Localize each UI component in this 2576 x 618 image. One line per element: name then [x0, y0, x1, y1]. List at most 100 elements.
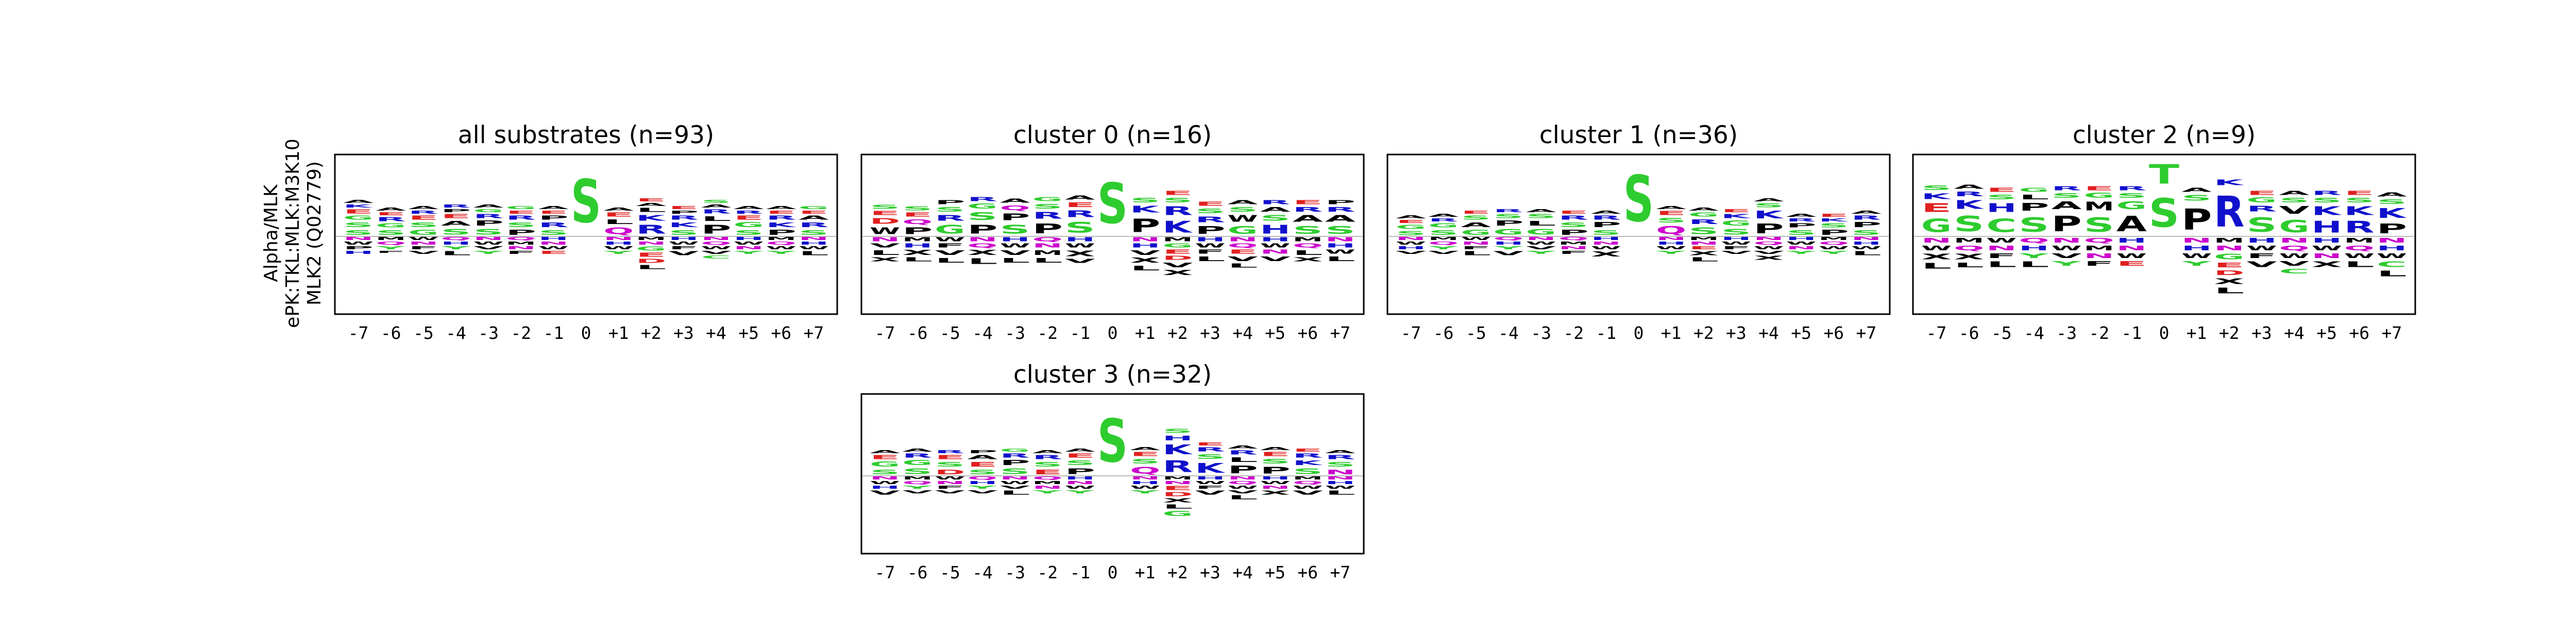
logo-letter-P: P: [506, 229, 536, 236]
x-tick-label: +6: [1297, 562, 1318, 582]
logo-letter-A: A: [2052, 199, 2082, 212]
logo-letter-S: S: [870, 204, 900, 210]
logo-letter-S: S: [967, 210, 997, 222]
logo-letter-M: M: [1819, 236, 1849, 241]
logo-letter-P: P: [1032, 221, 1063, 236]
logo-letter-R: R: [1032, 210, 1063, 221]
x-tick-label: -2: [1037, 323, 1058, 343]
logo-letter-W: W: [1065, 243, 1095, 249]
logo-letter-R: R: [506, 215, 536, 221]
x-tick-label: -1: [1596, 323, 1616, 343]
logo-letter-L: L: [1227, 263, 1258, 269]
x-tick-label: -3: [2056, 323, 2077, 343]
logo-letter-Y: Y: [2019, 252, 2049, 260]
x-tick-label: +1: [608, 323, 629, 343]
logo-letter-H: H: [1195, 236, 1225, 243]
logo-letter-E: E: [2116, 260, 2147, 267]
logo-letter-A: A: [1851, 210, 1882, 215]
logo-letter-W: W: [870, 226, 900, 237]
logo-letter-W: W: [1461, 236, 1491, 241]
logo-letter-N: N: [967, 236, 997, 243]
x-tick-label: 0: [581, 323, 591, 343]
logo-letter-S: S: [2149, 190, 2179, 236]
logo-letter-W: W: [1227, 214, 1258, 225]
logo-letter-H: H: [2019, 244, 2049, 252]
logo-letter-H: H: [1986, 201, 2016, 215]
logo-letter-R: R: [734, 210, 764, 215]
logo-letter-A: A: [538, 205, 569, 210]
logo-letter-A: A: [1130, 447, 1160, 451]
logo-letter-D: D: [1162, 491, 1193, 497]
x-tick-label: +3: [673, 323, 694, 343]
x-tick-label: -4: [972, 562, 993, 582]
logo-letter-S: S: [1921, 184, 1952, 192]
logo-letter-R: R: [2214, 187, 2244, 236]
logo-letter-N: N: [538, 241, 569, 246]
logo-letter-N: N: [1162, 480, 1193, 485]
x-tick-label: -4: [446, 323, 466, 343]
logo-letter-S: S: [1162, 428, 1193, 434]
logo-letter-Q: Q: [2084, 236, 2114, 244]
logo-letter-L: L: [935, 256, 965, 264]
logo-letter-L: L: [2377, 269, 2407, 278]
logo-letter-H: H: [2116, 236, 2147, 244]
logo-letter-X: X: [902, 249, 933, 256]
logo-letter-X: X: [1591, 250, 1621, 258]
logo-letter-S: S: [1032, 460, 1063, 468]
logo-panels: all substrates (n=93)-7SSGEKANWPH-6SGREA…: [334, 121, 2416, 582]
logo-letter-F: F: [935, 243, 965, 249]
logo-letter-Q: Q: [1954, 244, 1984, 252]
logo-letter-R: R: [538, 221, 569, 229]
logo-letter-P: P: [2019, 201, 2049, 213]
logo-letter-K: K: [2312, 204, 2342, 218]
logo-letter-N: N: [1921, 236, 1952, 244]
logo-letter-E: E: [1819, 213, 1849, 218]
logo-letter-S: S: [2246, 214, 2277, 236]
x-tick-label: -4: [2024, 323, 2044, 343]
logo-letter-E: E: [2214, 261, 2244, 269]
logo-letter-P: P: [1227, 464, 1258, 476]
logo-letter-M: M: [902, 236, 933, 243]
logo-letter-E: E: [603, 212, 634, 218]
x-tick-label: +7: [1330, 323, 1351, 343]
logo-letter-A: A: [734, 205, 764, 210]
logo-letter-R: R: [1260, 199, 1291, 205]
logo-letter-R: R: [1227, 450, 1258, 456]
logo-letter-R: R: [1162, 457, 1193, 476]
logo-letter-S: S: [935, 460, 965, 468]
logo-letter-Q: Q: [701, 241, 731, 246]
logo-letter-G: G: [1162, 243, 1193, 249]
logo-letter-P: P: [2181, 203, 2212, 237]
logo-letter-V: V: [1428, 250, 1459, 255]
logo-letter-E: E: [734, 215, 764, 221]
logo-letter-V: V: [1260, 255, 1291, 263]
x-tick-label: +1: [1135, 323, 1156, 343]
logo-letter-G: G: [1721, 219, 1751, 227]
logo-letter-W: W: [1195, 480, 1225, 485]
logo-letter-F: F: [1195, 485, 1225, 490]
logo-letter-N: N: [2116, 244, 2147, 252]
logo-letter-K: K: [1954, 198, 1984, 212]
logo-letter-M: M: [636, 236, 666, 241]
y-axis-label-line-2: ePK:TKL:MLK:M3K10: [282, 139, 303, 328]
logo-letter-R: R: [1325, 454, 1355, 460]
logo-letter-P: P: [1000, 212, 1030, 222]
logo-letter-S: S: [1000, 222, 1030, 236]
logo-letter-S: S: [967, 468, 997, 476]
logo-letter-V: V: [1000, 249, 1031, 256]
logo-letter-R: R: [1065, 209, 1095, 219]
logo-letter-S: S: [2312, 196, 2342, 204]
logo-letter-A: A: [870, 450, 900, 454]
logo-letter-N: N: [1130, 476, 1160, 480]
logo-letter-Q: Q: [766, 241, 796, 246]
logo-letter-V: V: [1130, 249, 1161, 256]
logo-letter-L: L: [1227, 494, 1258, 501]
logo-letter-N: N: [1325, 476, 1355, 480]
logo-letter-P: P: [668, 210, 699, 215]
logo-letter-W: W: [2279, 252, 2309, 260]
logo-letter-L: L: [1293, 249, 1323, 256]
logo-letter-L: L: [1986, 260, 2016, 269]
logo-letter-G: G: [1688, 212, 1719, 218]
logo-letter-R: R: [440, 204, 471, 209]
logo-letter-E: E: [408, 215, 438, 221]
